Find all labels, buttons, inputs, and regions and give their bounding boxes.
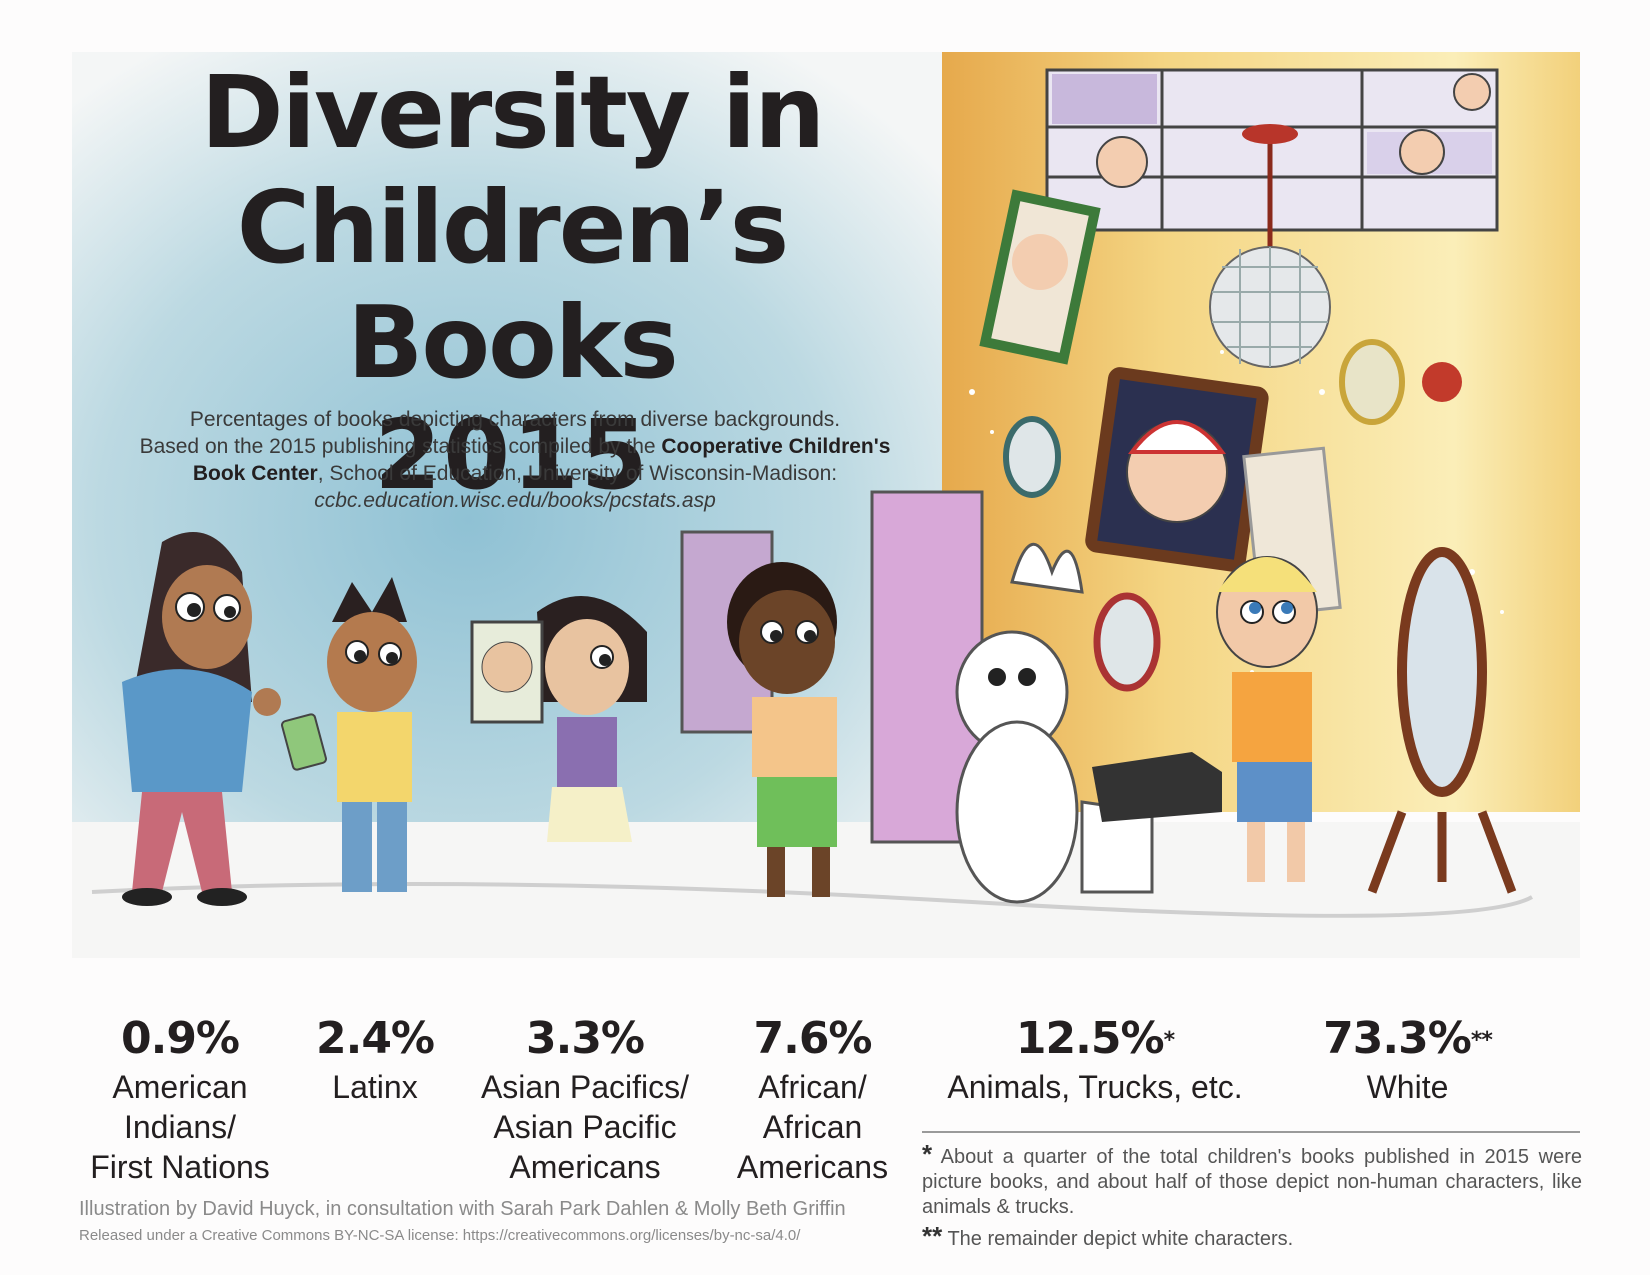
stat-latinx: 2.4% Latinx: [300, 1013, 450, 1107]
disco-ball: [1209, 124, 1331, 368]
wall-frames: [979, 189, 1462, 692]
illustration: [72, 52, 1580, 958]
child-3: [470, 596, 647, 842]
title-block: Diversity in Children’s Books 2015: [72, 55, 952, 510]
stat-percent: 3.3%: [460, 1013, 710, 1065]
subtitle-line-2: Based on the 2015 publishing statistics …: [80, 433, 950, 460]
stat-value: 12.5%: [1015, 1013, 1165, 1064]
stat-african-american: 7.6% African/ African Americans: [715, 1013, 910, 1187]
source-url-text: ccbc.education.wisc.edu/books/pcstats.as…: [314, 489, 716, 512]
stat-asian-pacific: 3.3% Asian Pacifics/ Asian Pacific Ameri…: [460, 1013, 710, 1187]
stat-label-line: First Nations: [90, 1149, 270, 1185]
stat-percent: 7.6%: [715, 1013, 910, 1065]
footnote-2: ** The remainder depict white characters…: [922, 1221, 1582, 1252]
stat-footnote-mark: **: [1470, 1028, 1493, 1053]
stat-label-line: African/: [758, 1069, 867, 1105]
page-title-line-2: Children’s Books: [236, 169, 790, 401]
stat-value: 2.4%: [315, 1013, 435, 1064]
stat-label: Asian Pacifics/ Asian Pacific Americans: [460, 1067, 710, 1187]
stat-label-line: African: [762, 1109, 863, 1145]
rabbit: [870, 490, 1222, 904]
stat-animals-trucks: 12.5%* Animals, Trucks, etc.: [925, 1013, 1265, 1107]
stat-percent: 0.9%: [70, 1013, 290, 1065]
stat-value: 3.3%: [525, 1013, 645, 1064]
stat-label-line: Latinx: [332, 1069, 418, 1105]
subtitle-line-3: Book Center, School of Education, Univer…: [80, 460, 950, 487]
ccbc-name-part-2: Book Center: [192, 462, 318, 485]
footnote-1-mark: *: [922, 1139, 933, 1169]
footnote-2-mark: **: [922, 1221, 943, 1251]
child-2: [281, 577, 417, 892]
stat-label: African/ African Americans: [715, 1067, 910, 1187]
stat-american-indians: 0.9% American Indians/ First Nations: [70, 1013, 290, 1187]
stat-percent: 2.4%: [300, 1013, 450, 1065]
illustration-scene: [72, 52, 1580, 958]
illustration-credit: Illustration by David Huyck, in consulta…: [79, 1198, 846, 1220]
stat-label-line: American: [112, 1069, 248, 1105]
stat-label-line: Asian Pacifics/: [480, 1069, 690, 1105]
subtitle: Percentages of books depicting character…: [80, 406, 950, 514]
footnote-2-text: The remainder depict white characters.: [947, 1228, 1294, 1250]
stat-label: Latinx: [300, 1067, 450, 1107]
stat-label-line: Americans: [509, 1149, 661, 1185]
stat-value: 0.9%: [120, 1013, 240, 1064]
child-4: [680, 530, 837, 897]
footnote-1: * About a quarter of the total children'…: [922, 1139, 1582, 1220]
footnote-1-text: About a quarter of the total children's …: [922, 1146, 1582, 1218]
ccbc-name-part-1: Cooperative Children's: [661, 435, 891, 458]
stat-label-line: Americans: [736, 1149, 889, 1185]
child-1: [122, 532, 281, 906]
divider: [922, 1131, 1580, 1133]
stat-label-line: White: [1366, 1069, 1449, 1105]
stat-label: Animals, Trucks, etc.: [925, 1067, 1265, 1107]
stat-value: 7.6%: [753, 1013, 872, 1064]
stat-label: American Indians/ First Nations: [70, 1067, 290, 1187]
stat-percent: 12.5%*: [925, 1013, 1265, 1065]
stat-label: White: [1300, 1067, 1515, 1107]
stat-value: 73.3%: [1323, 1013, 1472, 1064]
stat-label-line: Animals, Trucks, etc.: [947, 1069, 1243, 1105]
page-title-year: 2015: [374, 399, 650, 511]
subtitle-line-3-text: , School of Education, University of Wis…: [317, 462, 838, 485]
stat-label-line: Indians/: [123, 1109, 237, 1145]
subtitle-line-1: Percentages of books depicting character…: [189, 408, 841, 431]
subtitle-line-2-text: Based on the 2015 publishing statistics …: [139, 435, 662, 458]
source-url: ccbc.education.wisc.edu/books/pcstats.as…: [80, 487, 950, 514]
stat-percent: 73.3%**: [1300, 1013, 1515, 1065]
page-title-line-1: Diversity in: [200, 54, 826, 171]
license-credit: Released under a Creative Commons BY-NC-…: [79, 1227, 801, 1244]
stat-label-line: Asian Pacific: [493, 1109, 677, 1145]
stat-footnote-mark: *: [1163, 1028, 1175, 1053]
child-5: [1216, 547, 1517, 894]
stat-white: 73.3%** White: [1300, 1013, 1515, 1107]
